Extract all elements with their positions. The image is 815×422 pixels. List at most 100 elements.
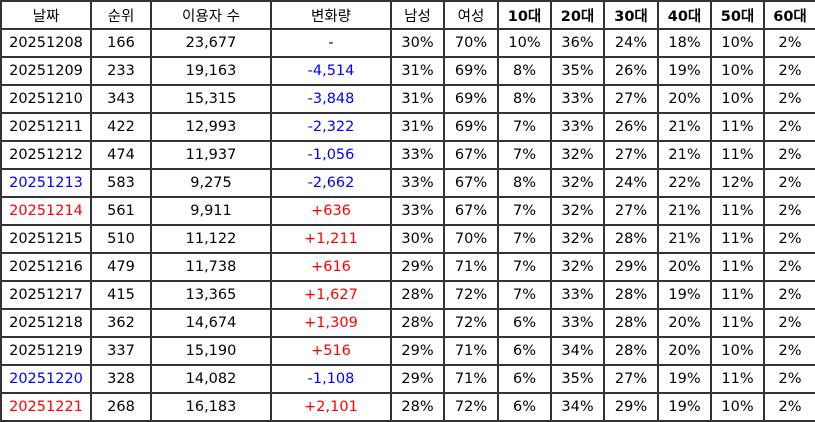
cell-age-10s: 8% [497,84,552,114]
cell-users: 9,275 [150,168,272,198]
cell-date: 20251208 [0,28,92,58]
cell-age-40s: 19% [657,280,712,310]
cell-rank: 343 [90,84,152,114]
table-row: 20251212 474 11,937 -1,056 33% 67% 7% 32% 27% 21%… [0,140,815,170]
cell-age-10s: 7% [497,140,552,170]
cell-date: 20251209 [0,56,92,86]
cell-users: 9,911 [150,196,272,226]
table-row: 20251221 268 16,183 +2,101 28% 72% 6% 34% 29% 19%… [0,392,815,422]
cell-age-50s: 10% [710,84,765,114]
cell-rank: 166 [90,28,152,58]
cell-female: 67% [443,196,499,226]
cell-male: 31% [390,112,445,142]
cell-age-50s: 11% [710,196,765,226]
cell-date: 20251213 [0,168,92,198]
table-row: 20251215 510 11,122 +1,211 30% 70% 7% 32% 28% 21%… [0,224,815,254]
cell-age-40s: 19% [657,56,712,86]
cell-age-30s: 26% [603,112,659,142]
cell-rank: 328 [90,364,152,394]
header-age-40s: 40대 [657,0,712,30]
cell-age-20s: 32% [550,140,605,170]
cell-age-20s: 32% [550,168,605,198]
cell-age-20s: 33% [550,112,605,142]
cell-female: 69% [443,84,499,114]
cell-age-50s: 11% [710,364,765,394]
cell-female: 67% [443,140,499,170]
cell-age-10s: 6% [497,336,552,366]
cell-age-60s: 2% [763,28,815,58]
cell-rank: 415 [90,280,152,310]
cell-age-30s: 26% [603,56,659,86]
cell-age-50s: 11% [710,140,765,170]
cell-age-60s: 2% [763,112,815,142]
header-row: 날짜 순위 이용자 수 변화량 남성 여성 10대 20대 30대 40대 50대 60대 [0,0,815,30]
cell-age-20s: 32% [550,224,605,254]
cell-age-50s: 11% [710,308,765,338]
table-row: 20251211 422 12,993 -2,322 31% 69% 7% 33% 26% 21%… [0,112,815,142]
cell-change: +1,211 [270,224,392,254]
cell-female: 70% [443,224,499,254]
cell-date: 20251221 [0,392,92,422]
cell-female: 67% [443,168,499,198]
cell-users: 13,365 [150,280,272,310]
cell-age-20s: 34% [550,336,605,366]
cell-age-60s: 2% [763,336,815,366]
cell-age-30s: 27% [603,196,659,226]
cell-age-30s: 29% [603,252,659,282]
cell-male: 28% [390,392,445,422]
table-row: 20251213 583 9,275 -2,662 33% 67% 8% 32% 24% 22% 1… [0,168,815,198]
cell-age-30s: 29% [603,392,659,422]
cell-age-30s: 27% [603,364,659,394]
cell-rank: 561 [90,196,152,226]
cell-male: 33% [390,196,445,226]
cell-female: 72% [443,280,499,310]
cell-change: +2,101 [270,392,392,422]
cell-age-20s: 33% [550,280,605,310]
cell-date: 20251219 [0,336,92,366]
cell-age-50s: 12% [710,168,765,198]
cell-users: 14,674 [150,308,272,338]
cell-age-60s: 2% [763,224,815,254]
cell-users: 11,937 [150,140,272,170]
cell-change: +616 [270,252,392,282]
cell-female: 69% [443,112,499,142]
cell-female: 72% [443,308,499,338]
cell-change: -1,056 [270,140,392,170]
cell-users: 19,163 [150,56,272,86]
cell-users: 15,315 [150,84,272,114]
cell-age-50s: 10% [710,28,765,58]
table-row: 20251214 561 9,911 +636 33% 67% 7% 32% 27% 21% 11%… [0,196,815,226]
header-age-30s: 30대 [603,0,659,30]
table-row: 20251220 328 14,082 -1,108 29% 71% 6% 35% 27% 19%… [0,364,815,394]
cell-age-30s: 24% [603,168,659,198]
cell-age-20s: 32% [550,196,605,226]
cell-age-10s: 6% [497,308,552,338]
cell-rank: 362 [90,308,152,338]
cell-rank: 583 [90,168,152,198]
cell-date: 20251216 [0,252,92,282]
cell-age-60s: 2% [763,252,815,282]
cell-age-40s: 20% [657,252,712,282]
header-date: 날짜 [0,0,92,30]
cell-date: 20251214 [0,196,92,226]
cell-age-20s: 33% [550,84,605,114]
cell-age-30s: 27% [603,140,659,170]
cell-date: 20251220 [0,364,92,394]
cell-users: 14,082 [150,364,272,394]
cell-age-30s: 24% [603,28,659,58]
cell-date: 20251210 [0,84,92,114]
cell-rank: 474 [90,140,152,170]
cell-age-10s: 7% [497,196,552,226]
cell-female: 69% [443,56,499,86]
cell-age-10s: 8% [497,56,552,86]
cell-age-50s: 10% [710,336,765,366]
cell-male: 31% [390,84,445,114]
cell-age-40s: 19% [657,392,712,422]
cell-age-10s: 7% [497,112,552,142]
cell-rank: 479 [90,252,152,282]
cell-age-20s: 36% [550,28,605,58]
cell-age-60s: 2% [763,280,815,310]
cell-male: 33% [390,168,445,198]
cell-female: 70% [443,28,499,58]
